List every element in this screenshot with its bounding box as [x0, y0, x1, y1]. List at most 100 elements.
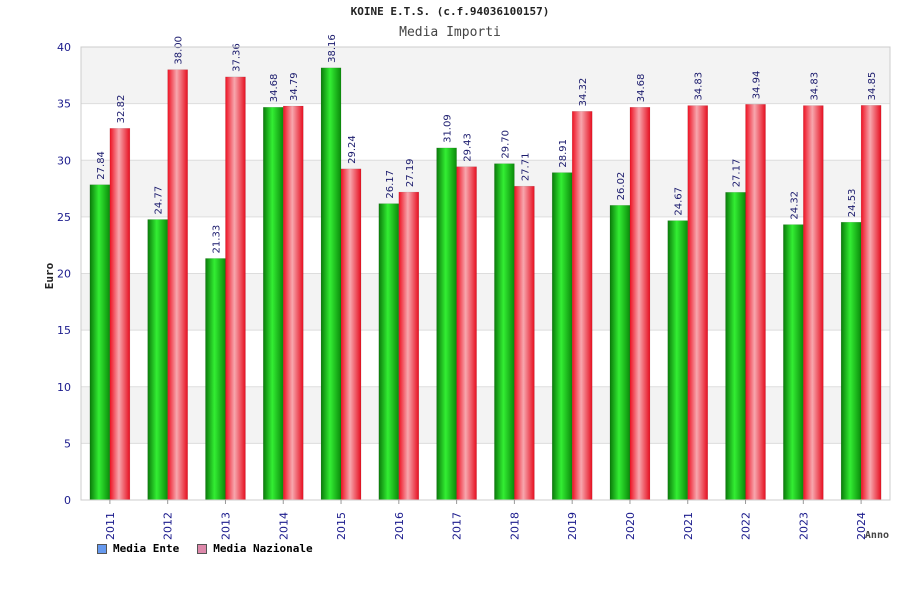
- media-nazionale-value-label: 29.43: [463, 133, 474, 162]
- media-ente-bar: [494, 163, 515, 501]
- y-tick-label: 5: [64, 437, 71, 450]
- media-ente-value-label: 34.68: [269, 74, 280, 103]
- media-nazionale-value-label: 34.85: [867, 72, 878, 101]
- plot-band: [81, 103, 890, 161]
- x-axis-label: Anno: [865, 530, 889, 541]
- media-nazionale-bar: [109, 128, 131, 501]
- media-nazionale-bar: [398, 191, 420, 501]
- y-tick-label: 0: [64, 494, 71, 507]
- media-nazionale-value-label: 27.19: [405, 158, 416, 187]
- plot-band: [81, 330, 890, 387]
- media-ente-value-label: 28.91: [558, 139, 569, 168]
- media-nazionale-bar: [571, 111, 593, 501]
- media-nazionale-value-label: 34.79: [289, 72, 300, 101]
- media-nazionale-value-label: 37.36: [231, 43, 242, 72]
- media-ente-value-label: 31.09: [443, 114, 454, 143]
- media-ente-bar: [89, 184, 111, 501]
- plot-border: [80, 46, 891, 501]
- media-ente-value-label: 38.16: [327, 34, 338, 63]
- plot-band: [81, 443, 890, 500]
- x-tick-label: 2022: [740, 512, 753, 540]
- media-nazionale-bar: [514, 185, 535, 501]
- x-tick-label: 2013: [219, 512, 232, 540]
- y-tick-label: 10: [57, 381, 71, 394]
- media-nazionale-bar: [283, 105, 304, 501]
- plot-band: [81, 216, 890, 274]
- media-ente-bar: [783, 224, 804, 501]
- legend-item-media-ente: Media Ente: [97, 542, 179, 555]
- x-tick-label: 2016: [393, 512, 406, 540]
- x-tick-label: 2019: [566, 512, 579, 540]
- media-ente-bar: [840, 221, 862, 501]
- media-ente-bar: [436, 147, 457, 501]
- media-nazionale-value-label: 34.32: [578, 78, 589, 107]
- media-ente-bar: [725, 192, 746, 501]
- media-ente-bar: [147, 219, 168, 501]
- y-axis-label: Euro: [43, 262, 56, 289]
- media-nazionale-value-label: 32.82: [116, 95, 127, 124]
- media-ente-bar: [378, 203, 400, 501]
- media-ente-value-label: 24.53: [847, 189, 858, 218]
- legend-swatch-media-nazionale: [197, 543, 208, 554]
- legend-item-media-nazionale: Media Nazionale: [197, 542, 313, 555]
- y-tick-label: 30: [57, 154, 71, 167]
- media-nazionale-bar: [803, 105, 824, 501]
- x-tick-label: 2014: [277, 512, 290, 540]
- y-tick-label: 20: [57, 268, 71, 281]
- media-nazionale-value-label: 34.94: [752, 71, 763, 100]
- media-nazionale-bar: [860, 105, 882, 501]
- media-ente-value-label: 21.33: [211, 225, 222, 254]
- media-nazionale-bar: [167, 69, 188, 501]
- legend-label-media-nazionale: Media Nazionale: [213, 542, 313, 555]
- media-nazionale-bar: [629, 106, 651, 501]
- media-nazionale-bar: [687, 105, 708, 501]
- x-tick-label: 2020: [624, 512, 637, 540]
- y-tick-label: 40: [57, 41, 71, 54]
- plot-band: [81, 273, 890, 331]
- chart-title: KOINE E.T.S. (c.f.94036100157): [350, 5, 550, 18]
- media-ente-bar: [263, 106, 284, 501]
- legend-label-media-ente: Media Ente: [113, 542, 180, 555]
- media-ente-value-label: 26.02: [616, 172, 627, 201]
- media-ente-value-label: 24.77: [154, 186, 165, 215]
- x-tick-label: 2018: [508, 512, 521, 540]
- media-ente-bar: [551, 172, 573, 501]
- media-ente-bar: [609, 205, 631, 501]
- media-nazionale-value-label: 29.24: [347, 135, 358, 164]
- media-nazionale-bar: [340, 168, 362, 501]
- x-tick-label: 2024: [855, 512, 868, 540]
- media-nazionale-bar: [225, 76, 246, 501]
- media-ente-value-label: 27.84: [96, 151, 107, 180]
- y-tick-label: 35: [57, 98, 71, 111]
- media-nazionale-value-label: 27.71: [520, 153, 531, 182]
- media-ente-value-label: 24.32: [789, 191, 800, 220]
- media-ente-value-label: 27.17: [732, 159, 743, 188]
- legend-swatch-media-ente: [97, 543, 107, 554]
- media-nazionale-value-label: 34.83: [694, 72, 705, 101]
- x-tick-label: 2015: [335, 512, 348, 540]
- bars-group: 27.84 32.82 24.77 38.00 21.33 37.36 34.68 34.79…: [89, 34, 882, 501]
- plot-band: [81, 47, 890, 104]
- media-nazionale-bar: [745, 104, 766, 501]
- x-tick-label: 2011: [104, 512, 117, 540]
- media-ente-bar: [667, 220, 688, 501]
- media-ente-value-label: 26.17: [385, 170, 396, 199]
- media-nazionale-value-label: 38.00: [174, 36, 185, 65]
- media-nazionale-value-label: 34.83: [809, 72, 820, 101]
- plot-band: [81, 160, 890, 217]
- chart-subtitle: Media Importi: [399, 25, 501, 40]
- media-nazionale-bar: [456, 166, 477, 501]
- media-ente-value-label: 24.67: [674, 187, 685, 216]
- y-tick-label: 15: [57, 324, 71, 337]
- media-ente-bar: [205, 258, 226, 501]
- legend: Media Ente Media Nazionale: [97, 542, 313, 555]
- y-tick-label: 25: [57, 211, 71, 224]
- plot-band: [81, 386, 890, 444]
- x-tick-label: 2017: [451, 512, 464, 540]
- media-ente-bar: [320, 67, 342, 501]
- x-tick-label: 2023: [797, 512, 810, 540]
- media-ente-value-label: 29.70: [500, 130, 511, 159]
- media-nazionale-value-label: 34.68: [636, 74, 647, 103]
- axes: 0 5 10 15 20 25 30 35 40 2011 2012 2013 2014 2015 2016…: [57, 41, 891, 540]
